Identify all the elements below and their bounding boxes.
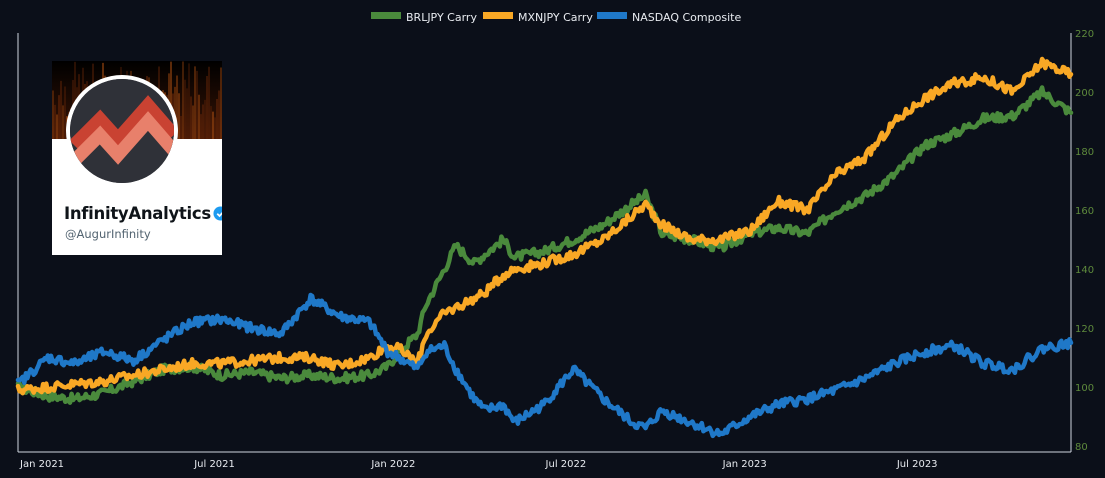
y-tick-label: 120	[1075, 324, 1094, 335]
chart-series	[15, 56, 1074, 439]
chart-axes: Jan 2021 Jul 2021 Jan 2022 Jul 2022 Jan 2023…	[17, 29, 1094, 470]
profile-card: InfinityAnalytics @AugurInfinity	[52, 61, 222, 255]
x-tick-label: Jul 2023	[896, 459, 938, 470]
x-tick-label: Jan 2021	[19, 459, 64, 470]
y-tick-label: 220	[1075, 29, 1094, 40]
series-line-mxnjpy-carry	[15, 56, 1074, 396]
x-tick-label: Jan 2023	[722, 459, 767, 470]
y-tick-label: 200	[1075, 88, 1094, 99]
x-tick-label: Jul 2022	[545, 459, 587, 470]
series-line-nasdaq-composite	[15, 292, 1074, 439]
y-tick-label: 100	[1075, 383, 1094, 394]
legend-label[interactable]: BRLJPY Carry	[406, 11, 477, 24]
verified-badge-icon	[213, 206, 222, 221]
legend-label[interactable]: MXNJPY Carry	[518, 11, 593, 24]
legend-label[interactable]: NASDAQ Composite	[632, 11, 741, 24]
x-tick-label: Jan 2022	[370, 459, 415, 470]
zigzag-chart-logo-icon	[70, 79, 174, 183]
legend-swatch	[371, 12, 401, 19]
y-tick-label: 80	[1075, 442, 1088, 453]
legend-swatch	[597, 12, 627, 19]
profile-handle: @AugurInfinity	[65, 227, 151, 241]
y-tick-label: 140	[1075, 265, 1094, 276]
legend-swatch	[483, 12, 513, 19]
chart-legend: BRLJPY Carry MXNJPY Carry NASDAQ Composite	[371, 11, 741, 24]
profile-name-text: InfinityAnalytics	[64, 204, 211, 223]
profile-name: InfinityAnalytics	[64, 204, 222, 223]
avatar[interactable]	[66, 75, 178, 187]
x-tick-label: Jul 2021	[193, 459, 235, 470]
y-tick-label: 180	[1075, 147, 1094, 158]
y-tick-label: 160	[1075, 206, 1094, 217]
